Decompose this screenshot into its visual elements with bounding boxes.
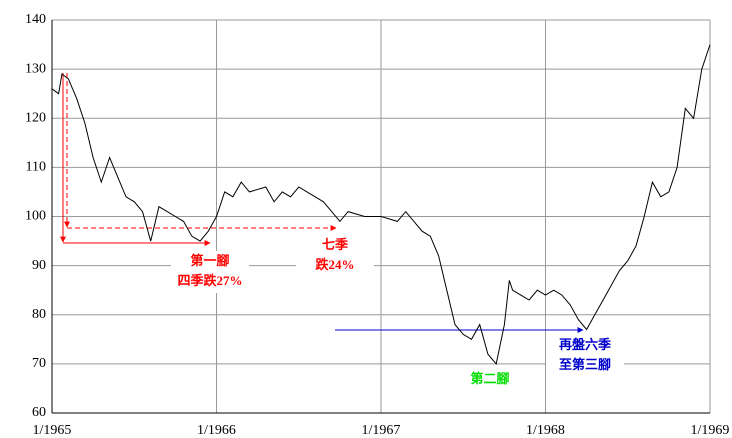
y-tick-label: 90 (32, 258, 46, 273)
y-tick-label: 120 (25, 110, 46, 125)
price-line (51, 44, 711, 366)
annotation-bg (171, 251, 249, 293)
y-tick-label: 70 (32, 356, 46, 371)
annotation: 跌24% (315, 257, 354, 272)
x-tick-label: 1/1967 (362, 423, 401, 438)
y-tick-label: 110 (26, 160, 46, 175)
y-tick-label: 130 (25, 61, 46, 76)
annotation-bg (546, 335, 624, 377)
y-tick-label: 100 (25, 209, 46, 224)
annotation: 第二腳 (470, 371, 509, 386)
x-tick-label: 1/1965 (33, 423, 72, 438)
x-tick-label: 1/1966 (197, 423, 236, 438)
annotation: 第一腳 (190, 253, 229, 268)
annotation-bg (296, 235, 374, 277)
y-tick-label: 140 (25, 12, 46, 27)
y-tick-label: 60 (32, 405, 46, 420)
y-tick-label: 80 (32, 307, 46, 322)
annotation: 七季 (322, 237, 348, 252)
annotation: 四季跌27% (177, 273, 242, 288)
annotation-bg (451, 369, 529, 391)
x-tick-label: 1/1969 (691, 423, 730, 438)
annotation: 至第三腳 (559, 357, 611, 372)
x-tick-label: 1/1968 (526, 423, 565, 438)
annotation: 再盤六季 (559, 337, 611, 352)
